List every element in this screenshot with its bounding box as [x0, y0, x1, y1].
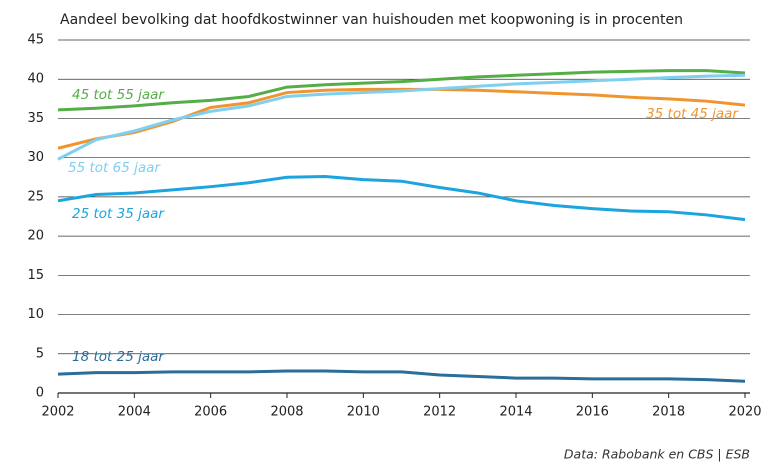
series-label: 35 tot 45 jaar — [646, 106, 739, 122]
series-line — [57, 69, 746, 112]
x-tick-label: 2010 — [347, 405, 380, 420]
x-tick-label: 2006 — [194, 405, 227, 420]
x-tick-label: 2020 — [728, 405, 761, 420]
series-label: 55 tot 65 jaar — [68, 160, 161, 176]
x-tick-label: 2008 — [270, 405, 303, 420]
y-tick-label: 40 — [27, 72, 44, 87]
x-tick-label: 2014 — [499, 405, 532, 420]
x-tick-label: 2002 — [41, 405, 74, 420]
x-tick-label: 2016 — [576, 405, 609, 420]
y-tick-label: 10 — [27, 307, 44, 322]
x-tick-label: 2012 — [423, 405, 456, 420]
chart-title: Aandeel bevolking dat hoofdkostwinner va… — [60, 12, 683, 28]
series-label: 45 tot 55 jaar — [72, 87, 165, 103]
y-tick-label: 0 — [36, 386, 44, 401]
x-tick-label: 2004 — [118, 405, 151, 420]
y-tick-label: 35 — [27, 111, 44, 126]
y-tick-label: 20 — [27, 229, 44, 244]
y-tick-label: 15 — [27, 268, 44, 283]
series-line — [57, 174, 746, 222]
y-tick-label: 25 — [27, 189, 44, 204]
series-label: 25 tot 35 jaar — [72, 206, 165, 222]
series-line — [57, 369, 746, 383]
y-tick-label: 30 — [27, 150, 44, 165]
series-label: 18 tot 25 jaar — [72, 349, 165, 365]
x-tick-label: 2018 — [652, 405, 685, 420]
series-line — [57, 87, 746, 150]
y-tick-label: 5 — [36, 346, 44, 361]
y-tick-label: 45 — [27, 33, 44, 48]
source: Data: Rabobank en CBS | ESB — [564, 447, 750, 462]
series-line — [57, 73, 746, 161]
